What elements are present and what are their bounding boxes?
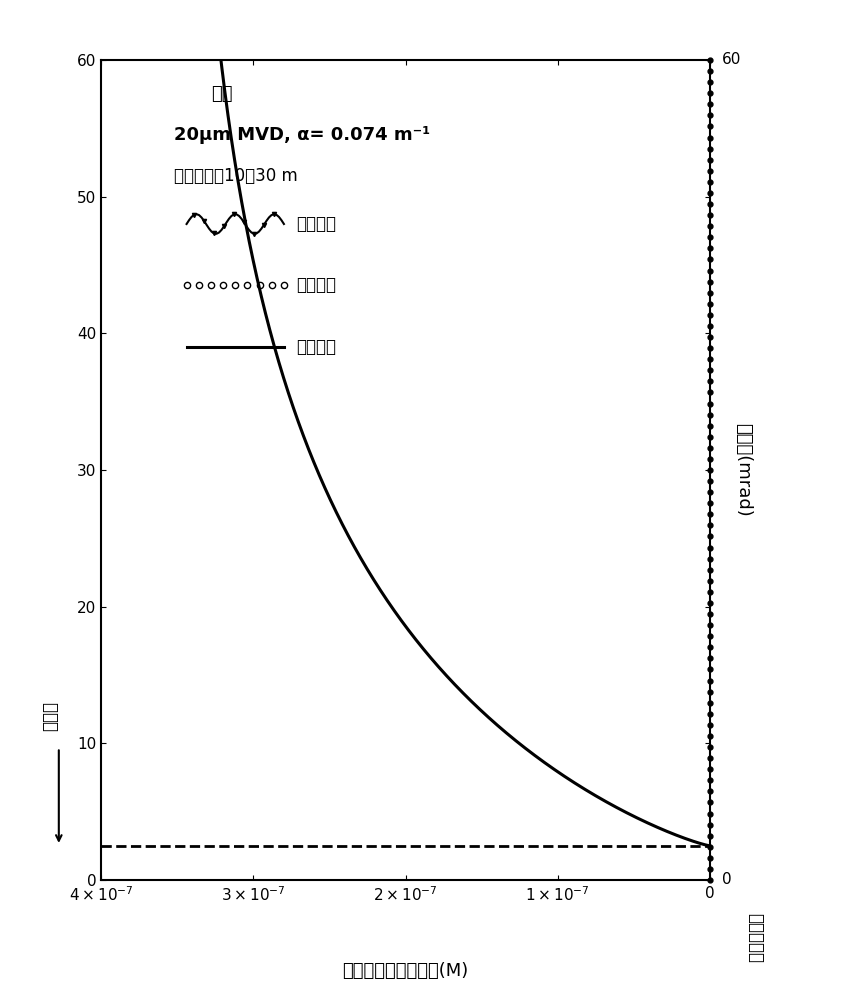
Text: 整合范围：10至30 m: 整合范围：10至30 m (174, 167, 298, 185)
Text: 直接散射: 直接散射 (295, 276, 336, 294)
Text: 截止角: 截止角 (41, 701, 58, 731)
Text: 60: 60 (721, 52, 740, 68)
Text: 视场角(mrad): 视场角(mrad) (733, 423, 752, 517)
Text: 复合信号: 复合信号 (295, 215, 336, 233)
Text: 20μm MVD, α= 0.074 m⁻¹: 20μm MVD, α= 0.074 m⁻¹ (174, 126, 430, 144)
Text: 水云: 水云 (211, 85, 232, 103)
Text: 每个散射光子的距离(M): 每个散射光子的距离(M) (342, 962, 468, 980)
Text: 去除的部分: 去除的部分 (745, 913, 764, 963)
Text: 前向散射: 前向散射 (295, 338, 336, 356)
Text: 0: 0 (721, 872, 731, 888)
